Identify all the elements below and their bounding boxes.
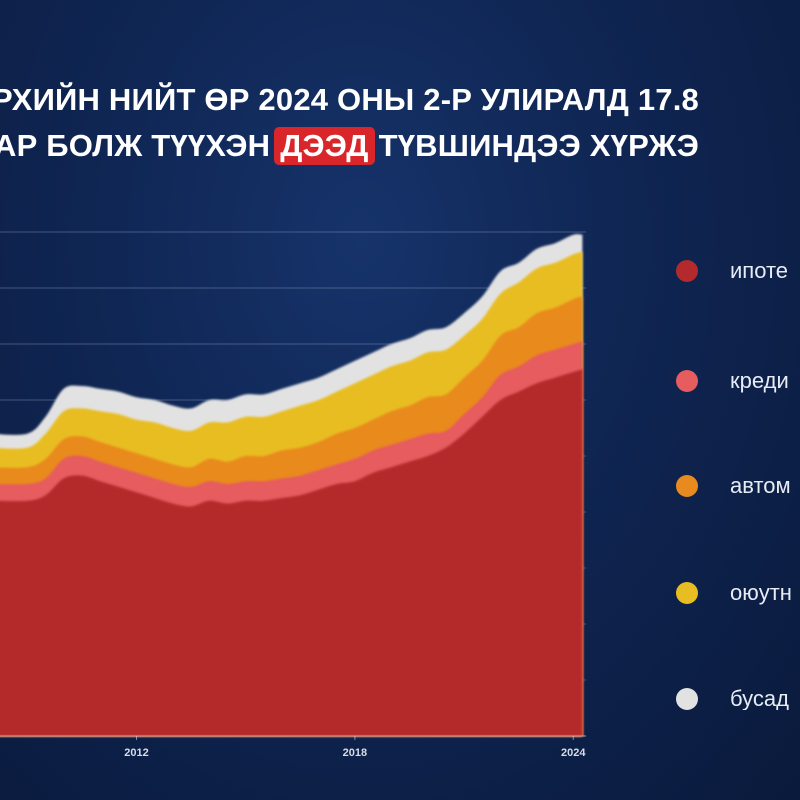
x-tick-label: 2024 — [561, 747, 586, 759]
title-highlight: ДЭЭД — [274, 127, 375, 165]
legend-swatch — [676, 688, 698, 710]
area-series-1 — [0, 369, 583, 736]
legend-label: бусад — [730, 686, 789, 710]
legend-label: ипоте — [730, 258, 789, 283]
title-line-2-start: АР БОЛЖ ТҮҮХЭН — [0, 128, 271, 163]
title-line-2-end: ТҮВШИНДЭЭ ХҮРЖЭ — [378, 128, 700, 163]
title-line-1: РХИЙН НИЙТ ӨР 2024 ОНЫ 2-Р УЛИРАЛД 17.8 — [0, 82, 699, 117]
title-line-2: АР БОЛЖ ТҮҮХЭН ДЭЭД ТҮВШИНДЭЭ ХҮРЖЭ — [0, 126, 699, 166]
x-tick-label: 2018 — [343, 747, 367, 759]
area-series-group — [0, 234, 583, 736]
legend: ипоте креди автом оюутн бусад — [676, 240, 800, 710]
legend-label: креди — [730, 368, 789, 393]
legend-swatch — [676, 260, 698, 282]
legend-swatch — [676, 582, 698, 604]
legend-label: автом — [730, 473, 791, 498]
legend-swatch — [676, 475, 698, 497]
legend-label: оюутн — [730, 580, 792, 605]
x-tick-label: 2012 — [124, 747, 148, 759]
x-axis: 2012 2018 2024 — [0, 735, 586, 759]
legend-swatch — [676, 370, 698, 392]
chart-title: РХИЙН НИЙТ ӨР 2024 ОНЫ 2-Р УЛИРАЛД 17.8 … — [0, 78, 800, 188]
